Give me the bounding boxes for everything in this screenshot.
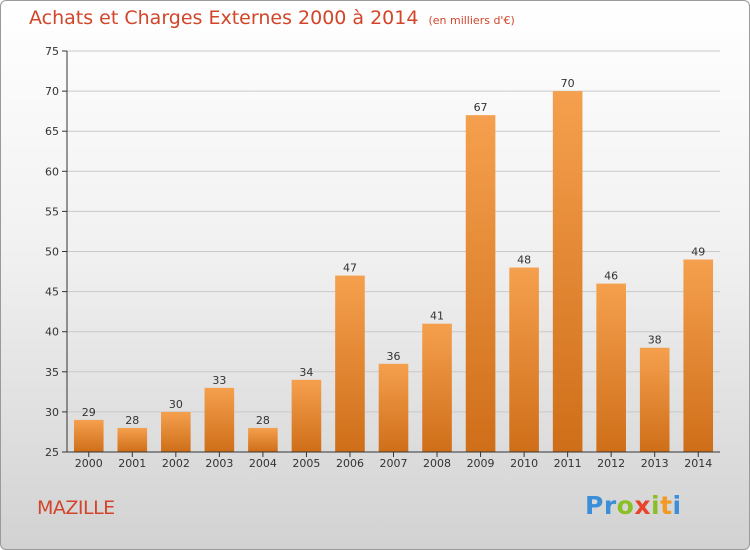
logo-letter: x — [634, 491, 651, 520]
y-tick-label: 30 — [45, 406, 59, 419]
value-label-2009: 67 — [474, 101, 488, 114]
logo-letter: i — [672, 491, 682, 520]
x-tick-label-2009: 2009 — [467, 457, 495, 470]
bar-2001[interactable] — [117, 427, 148, 452]
y-tick-label: 65 — [45, 125, 59, 138]
value-label-2007: 36 — [387, 350, 401, 363]
bar-2006[interactable] — [335, 275, 365, 452]
bar-2013[interactable] — [639, 347, 670, 452]
chart-title: Achats et Charges Externes 2000 à 2014 — [29, 7, 419, 29]
bar-2003[interactable] — [204, 387, 235, 452]
x-tick-label-2002: 2002 — [162, 457, 190, 470]
bar-2009[interactable] — [465, 115, 496, 452]
value-label-2001: 28 — [125, 414, 139, 427]
axis-layer — [62, 50, 720, 457]
logo-letter: o — [616, 491, 635, 520]
x-tick-label-2014: 2014 — [684, 457, 712, 470]
x-tick-label-2011: 2011 — [554, 457, 582, 470]
bar-2000[interactable] — [73, 419, 104, 452]
value-label-2003: 33 — [212, 374, 226, 387]
bar-2002[interactable] — [161, 411, 191, 452]
bar-2011[interactable] — [552, 91, 583, 452]
x-tick-label-2012: 2012 — [597, 457, 625, 470]
y-tick-label: 50 — [45, 246, 59, 259]
bar-2004[interactable] — [248, 427, 278, 452]
value-label-2005: 34 — [299, 366, 313, 379]
logo-letter: P — [585, 491, 604, 520]
logo-letter: i — [651, 491, 661, 520]
bar-2008[interactable] — [422, 323, 452, 452]
logo-letter: t — [660, 491, 673, 520]
x-tick-label-2013: 2013 — [641, 457, 669, 470]
y-tick-label: 35 — [45, 366, 59, 379]
commune-name: MAZILLE — [37, 497, 115, 519]
value-label-2008: 41 — [430, 310, 444, 323]
y-tick-label: 45 — [45, 286, 59, 299]
x-tick-label-2007: 2007 — [380, 457, 408, 470]
y-tick-label: 55 — [45, 205, 59, 218]
bar-layer — [73, 91, 714, 452]
y-tick-label: 60 — [45, 165, 59, 178]
y-tick-label: 75 — [45, 45, 59, 58]
bar-2012[interactable] — [596, 283, 626, 452]
x-tick-label-2003: 2003 — [205, 457, 233, 470]
label-layer: 25 30 35 40 45 50 55 60 65 70 75 29 2000 28 2001 30 2002… — [45, 45, 712, 470]
value-label-2014: 49 — [691, 246, 705, 259]
title-row: Achats et Charges Externes 2000 à 2014 (e… — [29, 7, 515, 29]
y-tick-label: 70 — [45, 85, 59, 98]
bar-2007[interactable] — [378, 363, 409, 452]
bar-2010[interactable] — [509, 267, 539, 452]
value-label-2000: 29 — [82, 406, 96, 419]
value-label-2004: 28 — [256, 414, 270, 427]
x-tick-label-2000: 2000 — [75, 457, 103, 470]
proxiti-logo[interactable]: Proxiti — [585, 491, 682, 520]
value-label-2010: 48 — [517, 254, 531, 267]
value-label-2006: 47 — [343, 262, 357, 275]
logo-letter: r — [603, 491, 617, 520]
bar-2005[interactable] — [291, 379, 322, 452]
x-tick-label-2010: 2010 — [510, 457, 538, 470]
x-tick-label-2005: 2005 — [292, 457, 320, 470]
value-label-2002: 30 — [169, 398, 183, 411]
value-label-2011: 70 — [561, 77, 575, 90]
value-label-2013: 38 — [648, 334, 662, 347]
bar-2014[interactable] — [683, 259, 714, 452]
y-tick-label: 40 — [45, 326, 59, 339]
x-tick-label-2008: 2008 — [423, 457, 451, 470]
y-tick-label: 25 — [45, 446, 59, 459]
x-tick-label-2004: 2004 — [249, 457, 277, 470]
x-tick-label-2006: 2006 — [336, 457, 364, 470]
chart-subtitle: (en milliers d'€) — [428, 14, 515, 27]
x-tick-label-2001: 2001 — [118, 457, 146, 470]
value-label-2012: 46 — [604, 270, 618, 283]
